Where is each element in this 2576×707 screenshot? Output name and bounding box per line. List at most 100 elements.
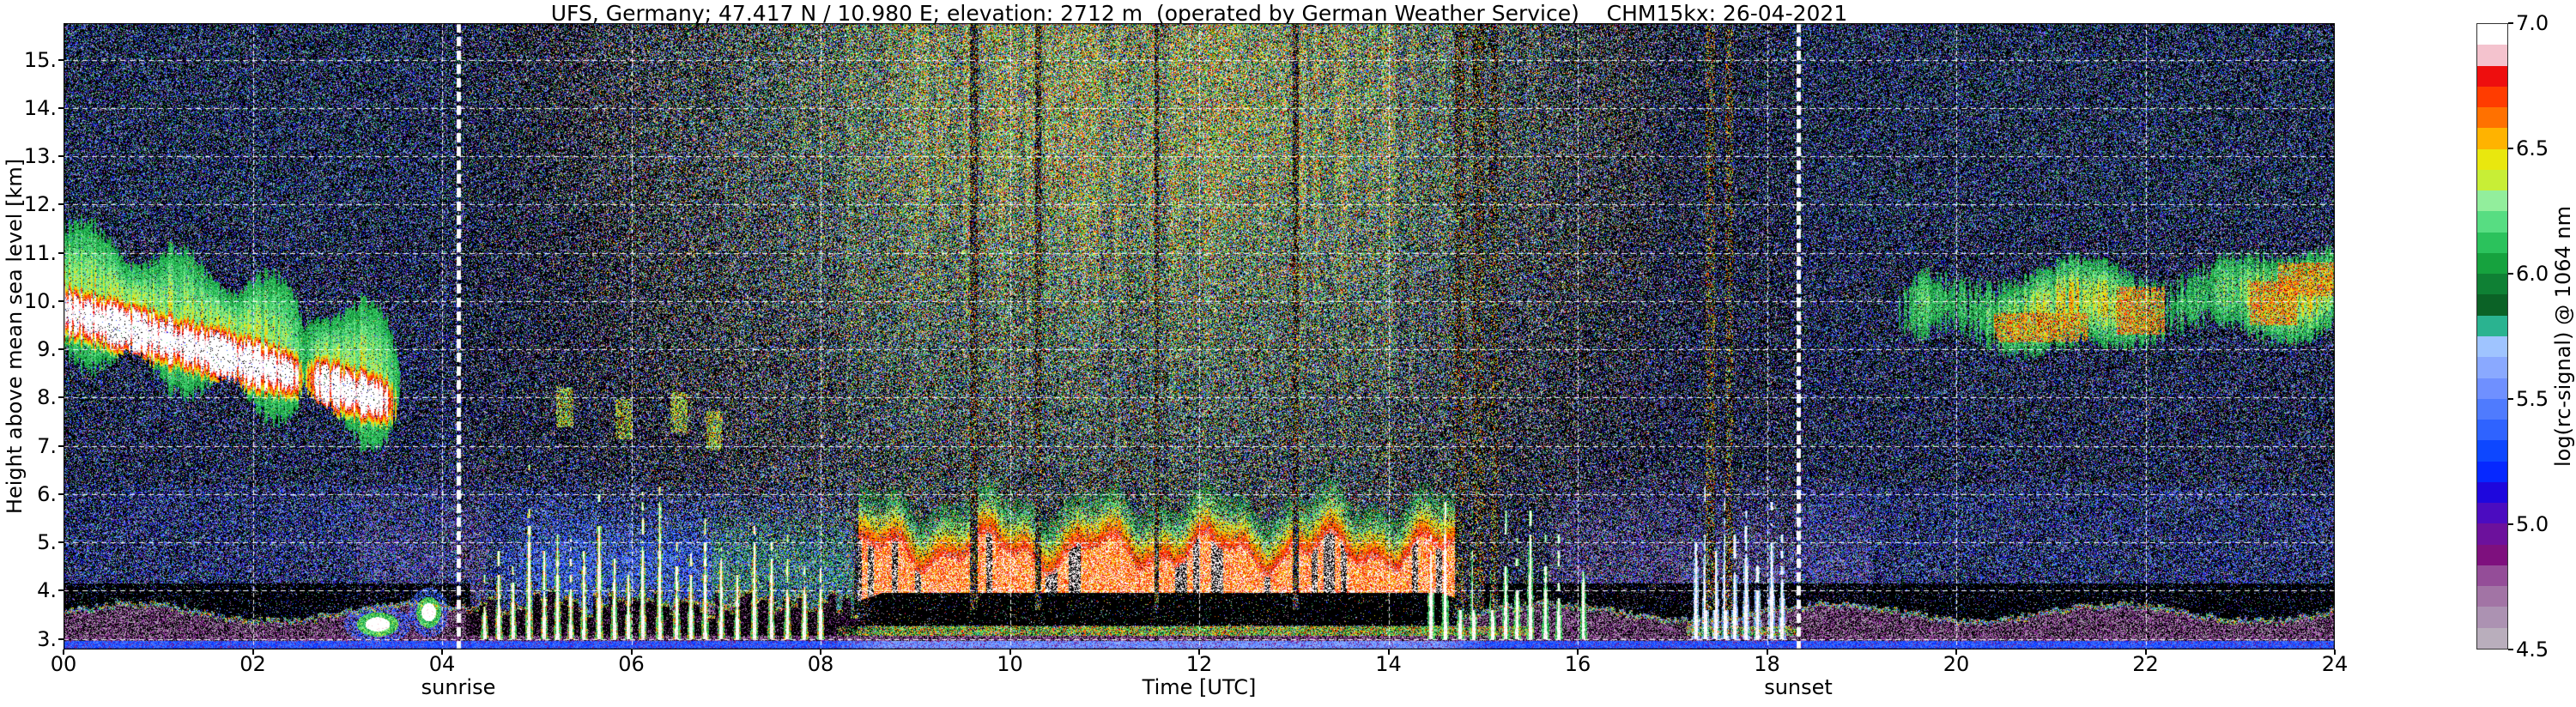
y-tick-label: 5. xyxy=(37,530,57,555)
colorbar-segment xyxy=(2477,420,2507,441)
y-tick-label: 13. xyxy=(23,144,57,169)
colorbar-segment xyxy=(2477,232,2507,253)
x-tick-mark xyxy=(2144,650,2147,655)
colorbar-segment xyxy=(2477,565,2507,587)
colorbar-segment xyxy=(2477,211,2507,233)
backscatter-heatmap-canvas xyxy=(64,23,2335,650)
y-tick-mark xyxy=(58,155,64,158)
x-tick-label: 00 xyxy=(50,652,77,676)
sunset-annotation: sunset xyxy=(1764,675,1833,699)
colorbar xyxy=(2476,23,2508,650)
colorbar-segment xyxy=(2477,544,2507,565)
y-tick-label: 10. xyxy=(23,288,57,313)
colorbar-segment xyxy=(2477,45,2507,66)
y-tick-mark xyxy=(58,492,64,495)
colorbar-segment xyxy=(2477,461,2507,482)
colorbar-tick-mark xyxy=(2508,22,2513,24)
x-tick-mark xyxy=(1387,650,1390,655)
colorbar-segment xyxy=(2477,440,2507,462)
y-tick-label: 6. xyxy=(37,481,57,506)
colorbar-segment xyxy=(2477,86,2507,108)
x-tick-mark xyxy=(820,650,821,655)
y-tick-mark xyxy=(58,299,64,302)
x-tick-label: 08 xyxy=(807,652,834,676)
x-tick-mark xyxy=(63,650,64,655)
colorbar-segment xyxy=(2477,378,2507,399)
y-tick-mark xyxy=(58,638,64,640)
colorbar-segment xyxy=(2477,523,2507,545)
y-tick-mark xyxy=(58,58,64,61)
y-tick-mark xyxy=(58,541,64,544)
x-tick-label: 04 xyxy=(428,652,456,676)
x-tick-label: 24 xyxy=(2321,652,2349,676)
colorbar-segment xyxy=(2477,274,2507,295)
x-tick-label: 06 xyxy=(618,652,645,676)
colorbar-tick-label: 5.5 xyxy=(2516,387,2549,411)
colorbar-segment xyxy=(2477,335,2507,358)
y-tick-label: 3. xyxy=(37,626,57,651)
y-tick-mark xyxy=(58,444,64,447)
colorbar-tick-mark xyxy=(2508,148,2513,149)
y-tick-label: 4. xyxy=(37,578,57,603)
x-tick-label: 12 xyxy=(1185,652,1213,676)
y-tick-mark xyxy=(58,106,64,109)
colorbar-segment xyxy=(2477,481,2507,504)
x-tick-mark xyxy=(1009,650,1011,655)
x-tick-label: 22 xyxy=(2132,652,2159,676)
x-tick-label: 14 xyxy=(1375,652,1402,676)
y-tick-mark xyxy=(58,348,64,351)
colorbar-segment xyxy=(2477,315,2507,336)
y-tick-label: 15. xyxy=(23,47,57,72)
y-tick-label: 7. xyxy=(37,433,57,458)
y-tick-label: 11. xyxy=(23,240,57,265)
colorbar-segment xyxy=(2477,586,2507,607)
colorbar-segment xyxy=(2477,128,2507,149)
x-tick-mark xyxy=(1577,650,1579,655)
y-tick-label: 9. xyxy=(37,337,57,362)
colorbar-segment xyxy=(2477,607,2507,628)
colorbar-tick-label: 6.0 xyxy=(2516,262,2549,286)
colorbar-segment xyxy=(2477,398,2507,420)
colorbar-label: log(rc-signal) @ 1064 nm xyxy=(2551,205,2575,468)
colorbar-segment xyxy=(2477,294,2507,316)
y-tick-label: 8. xyxy=(37,385,57,410)
x-tick-label: 16 xyxy=(1564,652,1591,676)
colorbar-segment xyxy=(2477,252,2507,275)
colorbar-segment xyxy=(2477,65,2507,87)
colorbar-segment xyxy=(2477,169,2507,191)
x-tick-label: 18 xyxy=(1754,652,1780,676)
colorbar-tick-mark xyxy=(2508,649,2513,650)
colorbar-segment xyxy=(2477,107,2507,129)
colorbar-tick-label: 6.5 xyxy=(2516,136,2549,160)
y-tick-mark xyxy=(58,589,64,592)
colorbar-tick-mark xyxy=(2508,523,2513,525)
y-tick-label: 14. xyxy=(23,95,57,120)
x-tick-mark xyxy=(441,650,443,655)
x-tick-label: 02 xyxy=(239,652,266,676)
colorbar-tick-label: 4.5 xyxy=(2516,638,2549,662)
colorbar-tick-mark xyxy=(2508,273,2513,275)
x-tick-mark xyxy=(1766,650,1768,655)
figure-title: UFS, Germany; 47.417 N / 10.980 E; eleva… xyxy=(550,1,1848,26)
colorbar-tick-label: 5.0 xyxy=(2516,512,2549,536)
sunrise-annotation: sunrise xyxy=(421,675,496,699)
colorbar-segment xyxy=(2477,148,2507,170)
colorbar-segment xyxy=(2477,24,2507,45)
y-tick-mark xyxy=(58,251,64,254)
x-tick-mark xyxy=(1198,650,1200,655)
y-tick-mark xyxy=(58,203,64,206)
colorbar-segment xyxy=(2477,357,2507,378)
colorbar-segment xyxy=(2477,627,2507,649)
x-tick-mark xyxy=(2334,650,2336,655)
colorbar-segment xyxy=(2477,503,2507,524)
colorbar-tick-label: 7.0 xyxy=(2516,11,2549,35)
colorbar-segment xyxy=(2477,190,2507,212)
y-tick-label: 12. xyxy=(23,192,57,217)
colorbar-tick-mark xyxy=(2508,398,2513,400)
x-tick-mark xyxy=(630,650,633,655)
y-tick-mark xyxy=(58,396,64,399)
x-tick-mark xyxy=(252,650,254,655)
x-tick-mark xyxy=(1955,650,1957,655)
x-axis-label: Time [UTC] xyxy=(1142,675,1257,699)
